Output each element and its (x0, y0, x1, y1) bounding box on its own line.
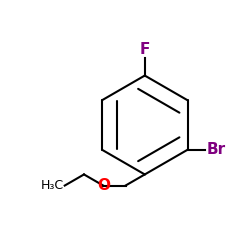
Text: O: O (97, 178, 110, 193)
Text: Br: Br (206, 142, 225, 157)
Text: F: F (140, 42, 150, 57)
Text: H₃C: H₃C (40, 179, 64, 192)
